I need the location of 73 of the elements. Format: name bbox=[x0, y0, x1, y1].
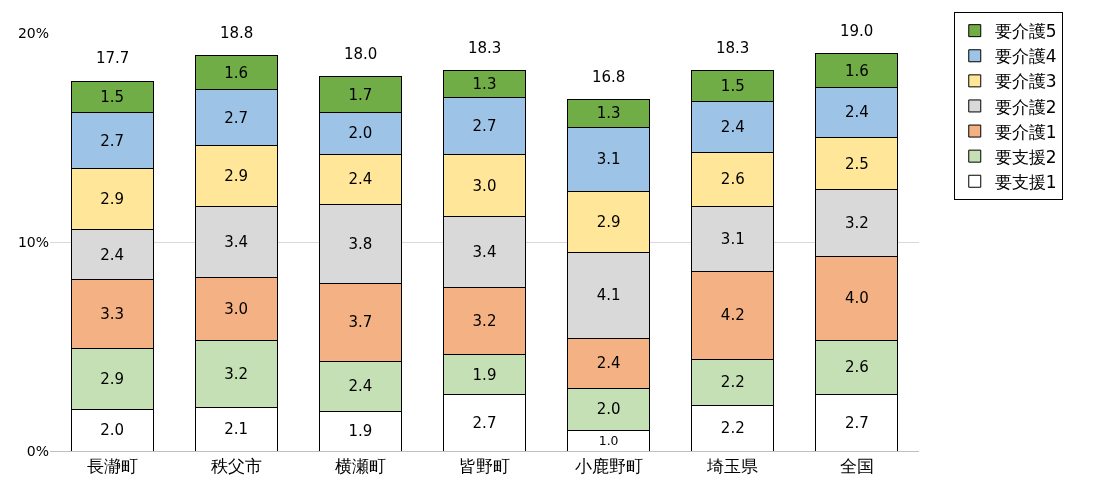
data-label: 1.0 bbox=[598, 432, 619, 448]
total-label: 19.0 bbox=[840, 22, 874, 40]
legend-label: 要介護1 bbox=[994, 121, 1057, 142]
total-label: 18.0 bbox=[344, 45, 378, 63]
legend-label: 要介護3 bbox=[994, 71, 1057, 92]
data-label: 1.5 bbox=[100, 87, 124, 106]
x-tick-label: 埼玉県 bbox=[706, 456, 759, 477]
total-label: 18.8 bbox=[220, 24, 254, 42]
data-label: 2.0 bbox=[348, 124, 373, 143]
data-label: 2.4 bbox=[596, 354, 621, 373]
data-label: 1.3 bbox=[472, 75, 497, 94]
legend-label: 要介護4 bbox=[994, 46, 1057, 67]
data-label: 3.0 bbox=[224, 299, 249, 318]
data-label: 2.4 bbox=[348, 170, 373, 189]
data-label: 3.8 bbox=[348, 235, 373, 254]
data-label: 4.2 bbox=[720, 306, 745, 325]
total-label: 18.3 bbox=[716, 39, 750, 57]
data-label: 1.9 bbox=[472, 365, 497, 384]
data-label: 1.6 bbox=[845, 61, 869, 80]
data-label: 3.2 bbox=[845, 214, 869, 233]
data-label: 1.7 bbox=[348, 85, 373, 104]
data-label: 2.7 bbox=[472, 413, 497, 432]
data-label: 3.1 bbox=[596, 150, 621, 169]
data-label: 3.4 bbox=[224, 233, 249, 251]
data-label: 3.2 bbox=[472, 312, 497, 331]
data-label: 2.4 bbox=[845, 103, 869, 122]
data-label: 1.9 bbox=[348, 422, 373, 441]
data-label: 2.9 bbox=[224, 167, 249, 186]
legend-label: 要介護2 bbox=[994, 96, 1057, 117]
data-label: 1.6 bbox=[224, 63, 249, 82]
data-label: 2.0 bbox=[100, 421, 124, 440]
data-label: 2.0 bbox=[596, 400, 621, 419]
total-label: 17.7 bbox=[96, 49, 130, 67]
data-label: 2.4 bbox=[348, 377, 373, 396]
data-label: 2.4 bbox=[100, 245, 124, 264]
data-label: 1.5 bbox=[720, 77, 745, 96]
data-label: 2.4 bbox=[720, 118, 745, 137]
data-label: 3.0 bbox=[472, 176, 497, 195]
data-label: 3.7 bbox=[348, 313, 373, 332]
x-tick-label: 小鹿野町 bbox=[574, 456, 643, 477]
data-label: 2.6 bbox=[845, 358, 869, 377]
data-label: 1.3 bbox=[596, 104, 621, 123]
x-tick-label: 皆野町 bbox=[459, 456, 510, 477]
data-label: 2.2 bbox=[720, 419, 745, 438]
data-label: 2.1 bbox=[224, 420, 249, 439]
total-label: 18.3 bbox=[468, 39, 502, 57]
data-label: 2.9 bbox=[100, 369, 124, 388]
data-label: 2.2 bbox=[720, 373, 745, 392]
data-label: 3.2 bbox=[224, 364, 249, 383]
data-label: 2.7 bbox=[100, 131, 124, 150]
data-label: 4.1 bbox=[596, 286, 621, 305]
y-tick-label: 0% bbox=[26, 442, 49, 459]
x-tick-label: 秩父市 bbox=[210, 456, 262, 477]
total-label: 16.8 bbox=[592, 68, 626, 86]
x-tick-label: 全国 bbox=[839, 456, 874, 477]
data-label: 2.7 bbox=[472, 117, 497, 136]
x-tick-label: 横瀬町 bbox=[334, 456, 386, 477]
legend-label: 要支援1 bbox=[994, 171, 1057, 192]
legend-label: 要支援2 bbox=[994, 146, 1057, 167]
data-label: 2.7 bbox=[845, 413, 869, 432]
y-tick-label: 10% bbox=[17, 233, 49, 250]
data-label: 3.3 bbox=[100, 305, 124, 324]
data-label: 2.5 bbox=[845, 154, 869, 173]
data-label: 2.9 bbox=[100, 190, 124, 209]
data-label: 2.6 bbox=[720, 170, 745, 189]
data-label: 4.0 bbox=[845, 289, 869, 308]
x-tick-label: 長瀞町 bbox=[86, 456, 138, 477]
data-label: 3.4 bbox=[472, 243, 497, 262]
data-label: 3.1 bbox=[720, 229, 745, 248]
y-tick-label: 20% bbox=[17, 24, 49, 41]
data-label: 2.9 bbox=[596, 213, 621, 232]
legend-label: 要介護5 bbox=[994, 21, 1057, 42]
data-label: 2.7 bbox=[224, 108, 249, 127]
